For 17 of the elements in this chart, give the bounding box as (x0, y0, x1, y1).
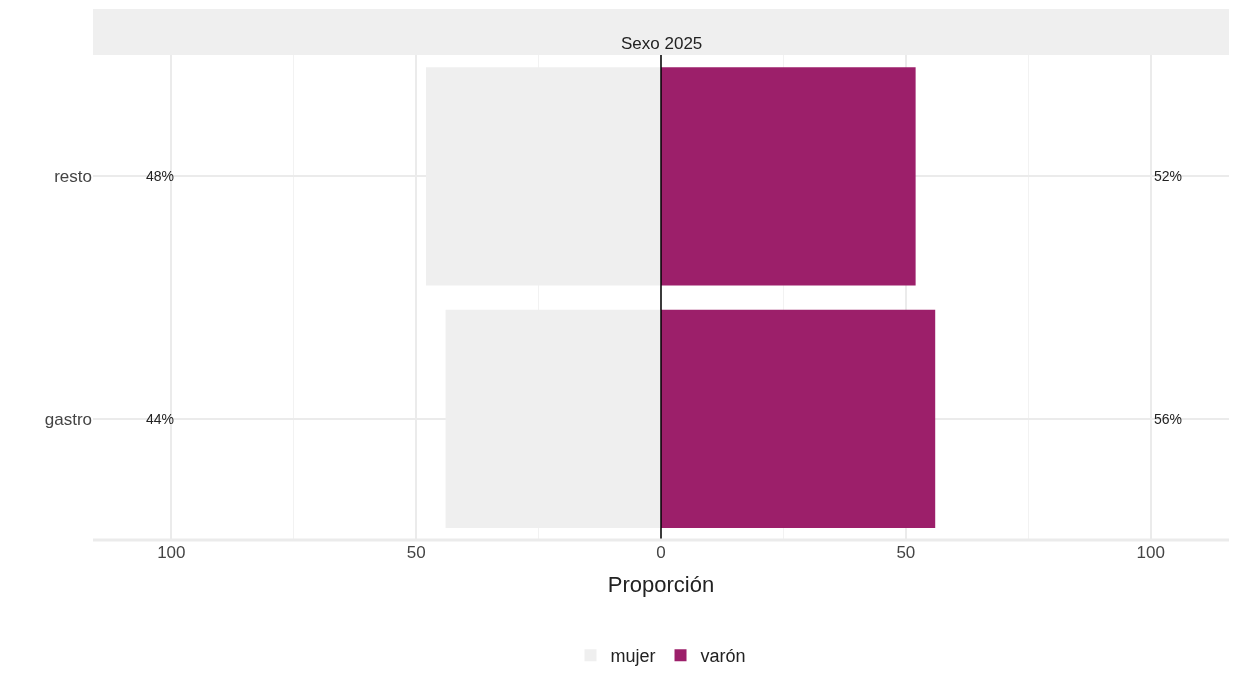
x-tick-label: 100 (1136, 543, 1165, 562)
bar (661, 67, 916, 286)
data-label: 52% (1154, 168, 1183, 184)
chart-title: Sexo 2025 (621, 34, 703, 53)
y-tick-label: resto (54, 167, 92, 187)
legend-label: mujer (610, 646, 656, 667)
x-tick-label: 50 (896, 543, 916, 562)
bar (661, 309, 936, 528)
data-label: 48% (146, 168, 175, 184)
y-tick-label: gastro (44, 409, 92, 429)
data-label: 56% (1154, 411, 1183, 427)
x-axis-title: Proporción (607, 571, 715, 597)
x-tick-label: 50 (406, 543, 426, 562)
legend-label: varón (700, 646, 746, 667)
data-label: 44% (146, 411, 175, 427)
x-tick-label: 0 (656, 543, 666, 562)
x-tick-label: 100 (157, 543, 186, 562)
